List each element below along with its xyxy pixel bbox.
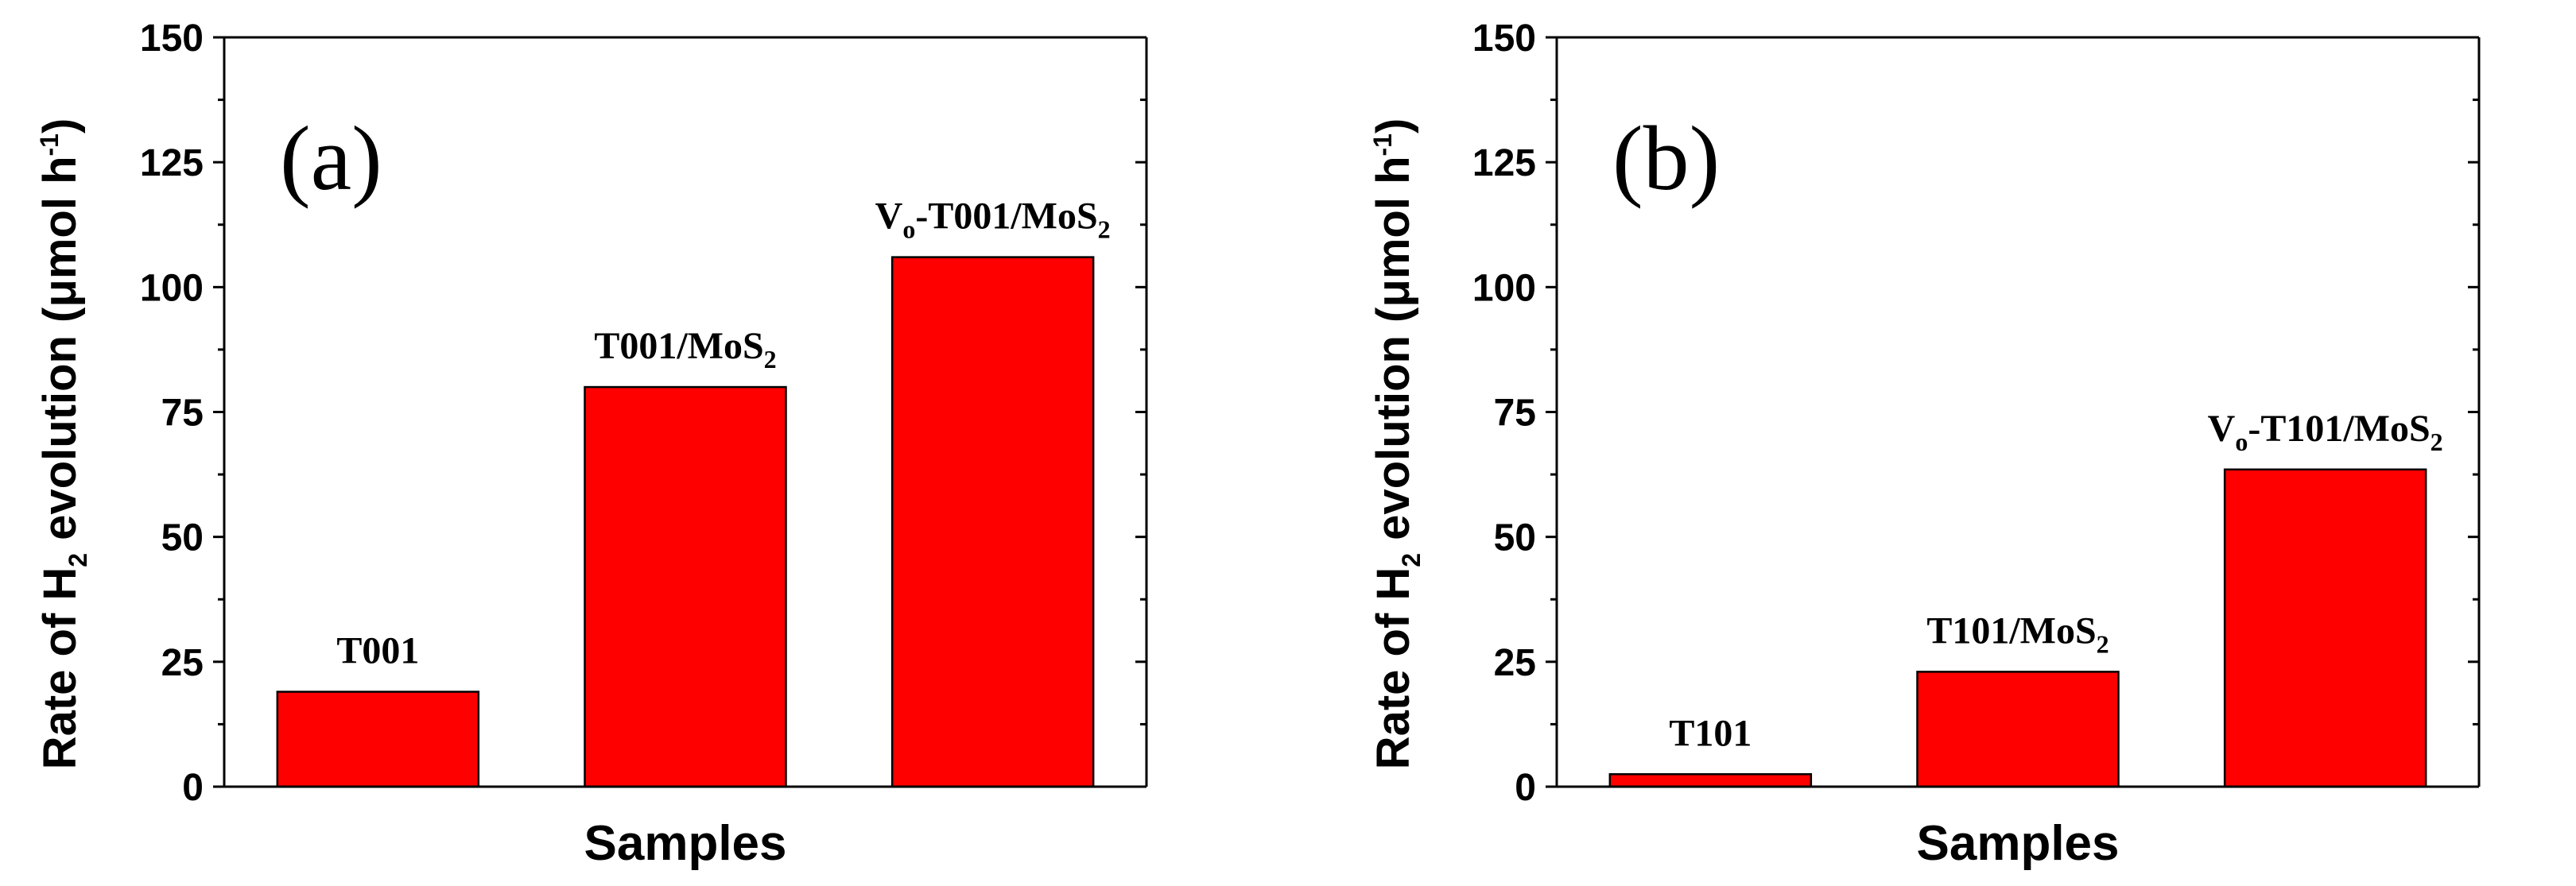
chart-panel-a: T001 T001/MoS2 Vo-T001/MoS2 0 25 50 75 100 125 15…: [34, 17, 1148, 871]
y-tick-label: 100: [1472, 267, 1536, 309]
y-tick-label: 0: [182, 767, 204, 809]
y-tick-label: 150: [1472, 17, 1536, 60]
y-tick-label: 100: [140, 267, 204, 309]
y-tick-label: 25: [161, 642, 204, 684]
bar-label-1: T101: [1669, 712, 1752, 754]
x-axis-label: Samples: [584, 816, 786, 871]
bar-label-2: T101/MoS2: [1926, 609, 2109, 658]
y-tick-label: 75: [161, 393, 204, 435]
y-tick-label: 0: [1515, 767, 1536, 809]
bar-label-2: T001/MoS2: [594, 325, 776, 373]
bar-2: [584, 385, 787, 788]
x-axis-label: Samples: [1916, 816, 2119, 871]
y-axis-label: Rate of H2 evolution (μmol h-1): [1368, 118, 1426, 770]
bar-1: [276, 691, 480, 788]
panel-label: (b): [1612, 108, 1720, 210]
y-axis-label: Rate of H2 evolution (μmol h-1): [34, 118, 92, 770]
bar-1: [1608, 773, 1813, 788]
y-tick-label: 25: [1494, 642, 1536, 684]
bar-label-3: Vo-T101/MoS2: [2208, 408, 2443, 456]
bar-label-3: Vo-T001/MoS2: [875, 195, 1111, 244]
panel-label: (a): [280, 108, 382, 210]
bar-3: [890, 256, 1095, 788]
bar-2: [1916, 671, 2120, 788]
bar-label-1: T001: [336, 630, 419, 672]
bar-3: [2223, 468, 2427, 788]
y-tick-label: 50: [1494, 517, 1536, 559]
y-tick-label: 150: [140, 17, 204, 60]
y-tick-label: 75: [1494, 393, 1536, 435]
y-tick-label: 125: [140, 142, 204, 184]
chart-panel-b: T101 T101/MoS2 Vo-T101/MoS2 0 25 50 75 100 125 15…: [1368, 17, 2481, 871]
y-tick-label: 50: [161, 517, 204, 559]
y-tick-label: 125: [1472, 142, 1536, 184]
